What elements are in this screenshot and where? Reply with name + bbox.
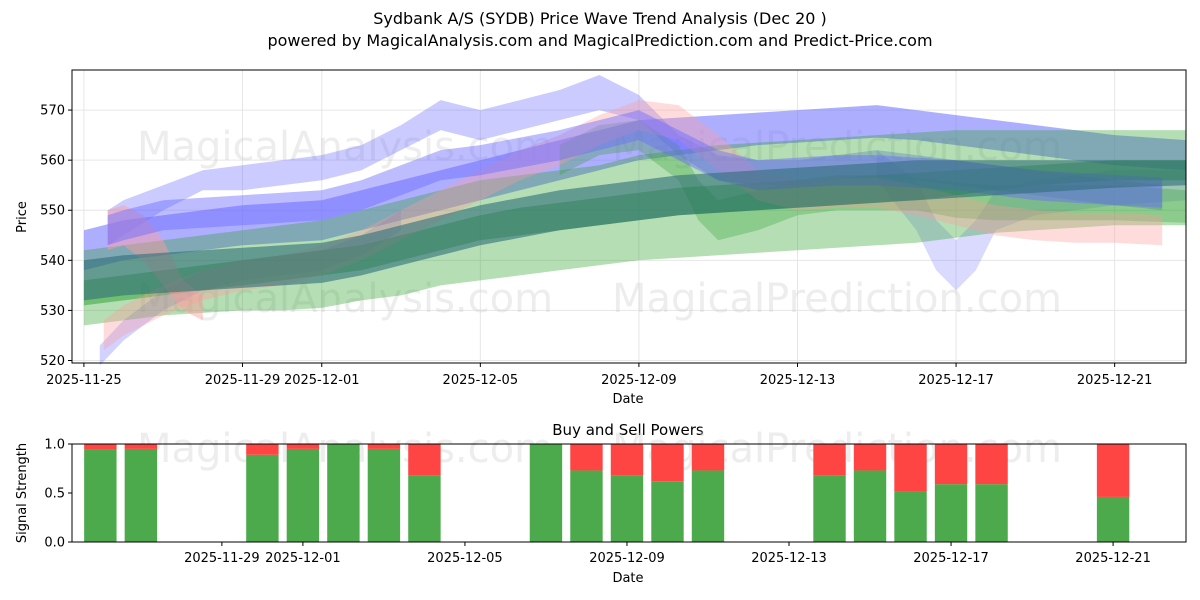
chart-subtitle: powered by MagicalAnalysis.com and Magic…: [267, 31, 933, 50]
sell-bar: [84, 444, 117, 450]
buy-bar: [246, 454, 279, 542]
sell-bar: [367, 444, 401, 449]
x-tick-label: 2025-12-09: [601, 373, 677, 388]
buy-sell-power-chart: Buy and Sell Powers MagicalAnalysis.com …: [15, 421, 1187, 586]
y-tick-label: 560: [40, 154, 65, 169]
x-tick-label: 2025-11-25: [46, 373, 122, 388]
sell-bar: [1096, 444, 1130, 497]
buy-bar: [286, 448, 320, 542]
sell-bar: [610, 444, 644, 476]
buy-bar: [408, 475, 441, 542]
buy-bar: [84, 449, 117, 542]
buy-bar: [610, 475, 644, 542]
buy-bar: [975, 484, 1008, 542]
buy-bar: [691, 470, 725, 542]
price-x-ticks: 2025-11-25 2025-11-29 2025-12-01 2025-12-05…: [46, 363, 1152, 388]
x-tick-label: 2025-11-29: [205, 373, 281, 388]
sell-bar: [124, 444, 158, 449]
x-tick-label: 2025-12-09: [589, 551, 665, 566]
x-tick-label: 2025-12-01: [265, 551, 341, 566]
sell-bar: [570, 444, 603, 471]
wave-band: [107, 75, 1163, 246]
buy-sell-chart-title: Buy and Sell Powers: [552, 421, 704, 439]
x-tick-label: 2025-12-13: [751, 551, 827, 566]
price-plot-frame: [71, 69, 1187, 364]
price-y-ticks: 520 530 540 550 560 570: [40, 104, 72, 369]
buy-bar: [367, 448, 401, 542]
buy-bar: [327, 444, 360, 542]
y-tick-label: 530: [40, 304, 65, 319]
x-tick-label: 2025-12-01: [284, 373, 360, 388]
y-tick-label: 550: [40, 204, 65, 219]
sell-bar: [408, 444, 441, 476]
x-tick-label: 2025-11-29: [184, 551, 260, 566]
y-tick-label: 540: [40, 254, 65, 269]
buy-bar: [934, 484, 968, 542]
buy-bar: [570, 470, 603, 542]
wave-band: [83, 105, 1186, 271]
x-tick-label: 2025-12-13: [760, 373, 836, 388]
x-tick-label: 2025-12-05: [443, 373, 519, 388]
watermark-prediction-mid: MagicalPrediction.com: [612, 276, 1062, 322]
y-tick-label: 1.0: [44, 438, 65, 453]
sell-bar: [286, 444, 320, 449]
x-tick-label: 2025-12-17: [913, 551, 989, 566]
buy-bar: [1096, 496, 1130, 542]
buy-bar: [124, 448, 158, 542]
power-x-ticks: 2025-11-29 2025-12-01 2025-12-05 2025-12-09…: [184, 542, 1151, 566]
price-wave-bands: [83, 75, 1186, 366]
buy-bar: [894, 491, 927, 542]
sell-bar: [853, 444, 887, 471]
x-tick-label: 2025-12-17: [918, 373, 994, 388]
sell-bar: [813, 444, 846, 476]
sell-bar: [246, 444, 279, 455]
buy-bar: [813, 475, 846, 542]
wave-band: [83, 160, 1186, 301]
y-tick-label: 520: [40, 354, 65, 369]
x-tick-label: 2025-12-05: [427, 551, 503, 566]
price-y-axis-label: Price: [15, 201, 30, 233]
power-x-axis-label: Date: [612, 571, 643, 586]
y-tick-label: 0.5: [44, 487, 65, 502]
sell-bar: [651, 444, 684, 482]
price-wave-chart: MagicalAnalysis.com MagicalPrediction.co…: [15, 69, 1187, 407]
price-x-axis-label: Date: [612, 392, 643, 407]
buy-bar: [853, 470, 887, 542]
sell-bar: [934, 444, 968, 485]
sell-bar: [894, 444, 927, 492]
sell-bar: [691, 444, 725, 471]
x-tick-label: 2025-12-21: [1075, 551, 1151, 566]
y-tick-label: 0.0: [44, 536, 65, 551]
chart-title: Sydbank A/S (SYDB) Price Wave Trend Anal…: [373, 9, 827, 28]
power-y-axis-label: Signal Strength: [15, 443, 30, 543]
power-bars: [84, 444, 1130, 542]
x-tick-label: 2025-12-21: [1077, 373, 1153, 388]
sell-bar: [975, 444, 1008, 485]
power-y-ticks: 0.0 0.5 1.0: [44, 438, 72, 551]
y-tick-label: 570: [40, 104, 65, 119]
buy-bar: [651, 481, 684, 542]
buy-bar: [529, 444, 563, 542]
